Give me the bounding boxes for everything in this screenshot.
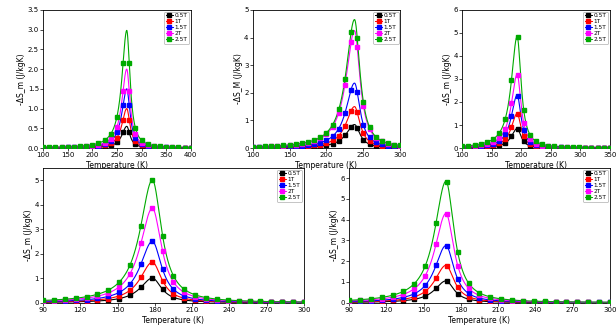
X-axis label: Temperature (K): Temperature (K) bbox=[505, 161, 567, 170]
Legend: 0.5T, 1T, 1.5T, 2T, 2.5T: 0.5T, 1T, 1.5T, 2T, 2.5T bbox=[277, 169, 302, 202]
Legend: 0.5T, 1T, 1.5T, 2T, 2.5T: 0.5T, 1T, 1.5T, 2T, 2.5T bbox=[373, 12, 399, 44]
Y-axis label: -ΔS_m (J/kgK): -ΔS_m (J/kgK) bbox=[330, 210, 339, 261]
Legend: 0.5T, 1T, 1.5T, 2T, 2.5T: 0.5T, 1T, 1.5T, 2T, 2.5T bbox=[164, 12, 189, 44]
Legend: 0.5T, 1T, 1.5T, 2T, 2.5T: 0.5T, 1T, 1.5T, 2T, 2.5T bbox=[583, 169, 608, 202]
X-axis label: Temperature (K): Temperature (K) bbox=[448, 316, 511, 325]
Legend: 0.5T, 1T, 1.5T, 2T, 2.5T: 0.5T, 1T, 1.5T, 2T, 2.5T bbox=[583, 12, 608, 44]
Y-axis label: -ΔS_m (J/kgK): -ΔS_m (J/kgK) bbox=[17, 53, 26, 105]
X-axis label: Temperature (K): Temperature (K) bbox=[296, 161, 357, 170]
Y-axis label: -ΔS_m (J/kgK): -ΔS_m (J/kgK) bbox=[443, 53, 452, 105]
Y-axis label: -ΔS_M (J/kgK): -ΔS_M (J/kgK) bbox=[233, 54, 243, 104]
X-axis label: Temperature (K): Temperature (K) bbox=[142, 316, 205, 325]
X-axis label: Temperature (K): Temperature (K) bbox=[86, 161, 148, 170]
Y-axis label: -ΔS_m (J/kgK): -ΔS_m (J/kgK) bbox=[24, 210, 33, 261]
